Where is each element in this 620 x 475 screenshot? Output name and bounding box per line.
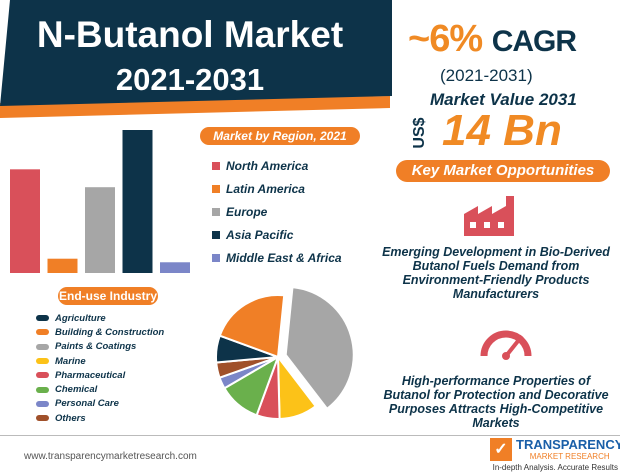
legend-swatch [212, 162, 220, 171]
industry-pie-chart [215, 286, 355, 421]
legend-item: Europe [212, 201, 342, 224]
legend-item: Personal Care [36, 397, 164, 411]
title-banner [0, 0, 392, 118]
legend-label: Paints & Coatings [55, 341, 137, 353]
legend-swatch [212, 185, 220, 194]
legend-swatch [36, 343, 49, 350]
industry-title: End-use Industry [58, 287, 158, 305]
legend-label: Middle East & Africa [226, 250, 342, 265]
region-legend: North America Latin America Europe Asia Pac… [212, 155, 342, 269]
legend-label: Others [55, 412, 86, 424]
bar-2 [85, 187, 115, 273]
legend-item: Pharmaceutical [36, 368, 164, 382]
legend-swatch [212, 230, 220, 239]
legend-label: Latin America [226, 182, 305, 197]
legend-label: Agriculture [55, 312, 106, 324]
legend-swatch [212, 253, 220, 262]
legend-swatch [212, 207, 220, 216]
legend-label: Europe [226, 204, 268, 219]
legend-item: Chemical [36, 382, 164, 396]
footer [0, 435, 620, 475]
legend-swatch [36, 358, 49, 365]
opportunities-title: Key Market Opportunities [396, 160, 610, 182]
bar-3 [122, 130, 153, 273]
legend-item: North America [212, 155, 342, 178]
currency-label: US$ [411, 117, 428, 149]
opportunity-2: High-performance Properties of Butanol f… [383, 374, 609, 430]
legend-item: Building & Construction [36, 325, 164, 339]
website-link[interactable]: www.transparencymarketresearch.com [24, 451, 197, 462]
page-title: N-Butanol Market [36, 14, 344, 55]
legend-label: North America [226, 159, 309, 174]
pie-slice-2 [284, 286, 355, 411]
industry-legend: Agriculture Building & Construction Paints… [36, 311, 164, 425]
logo-name: TRANSPARENCY [516, 437, 620, 452]
legend-swatch [36, 329, 49, 336]
legend-label: Building & Construction [55, 326, 165, 338]
legend-item: Middle East & Africa [212, 246, 342, 269]
legend-label: Marine [55, 355, 86, 367]
legend-swatch [36, 315, 49, 322]
legend-item: Latin America [212, 178, 342, 201]
region-title: Market by Region, 2021 [200, 127, 360, 145]
opportunity-1: Emerging Development in Bio-Derived Buta… [382, 245, 610, 301]
market-value-label: Market Value 2031 [430, 90, 577, 109]
bar-4 [160, 262, 190, 273]
gauge-icon [480, 330, 532, 360]
legend-item: Asia Pacific [212, 223, 342, 246]
cagr-period: (2021-2031) [440, 66, 533, 85]
page-years: 2021-2031 [115, 62, 265, 97]
legend-label: Pharmaceutical [55, 369, 126, 381]
legend-label: Personal Care [55, 398, 119, 410]
logo-tagline: In-depth Analysis. Accurate Results [492, 463, 618, 472]
region-bar-chart [10, 130, 190, 273]
legend-swatch [36, 415, 49, 422]
bar-0 [10, 169, 40, 273]
legend-swatch [36, 372, 49, 379]
logo-sub: MARKET RESEARCH [529, 452, 610, 461]
legend-swatch [36, 386, 49, 393]
legend-label: Asia Pacific [226, 227, 294, 242]
legend-item: Agriculture [36, 311, 164, 325]
legend-item: Marine [36, 354, 164, 368]
legend-label: Chemical [55, 384, 98, 396]
company-logo: ✓ TRANSPARENCY MARKET RESEARCH [490, 438, 620, 461]
legend-item: Others [36, 411, 164, 425]
factory-icon [464, 196, 514, 236]
legend-item: Paints & Coatings [36, 340, 164, 354]
legend-swatch [36, 400, 49, 407]
pie-slice-1 [218, 294, 286, 359]
bar-1 [47, 258, 78, 273]
market-value: 14 Bn [442, 106, 562, 155]
cagr-stat: ~6% CAGR [408, 18, 577, 60]
logo-icon: ✓ [490, 438, 512, 461]
